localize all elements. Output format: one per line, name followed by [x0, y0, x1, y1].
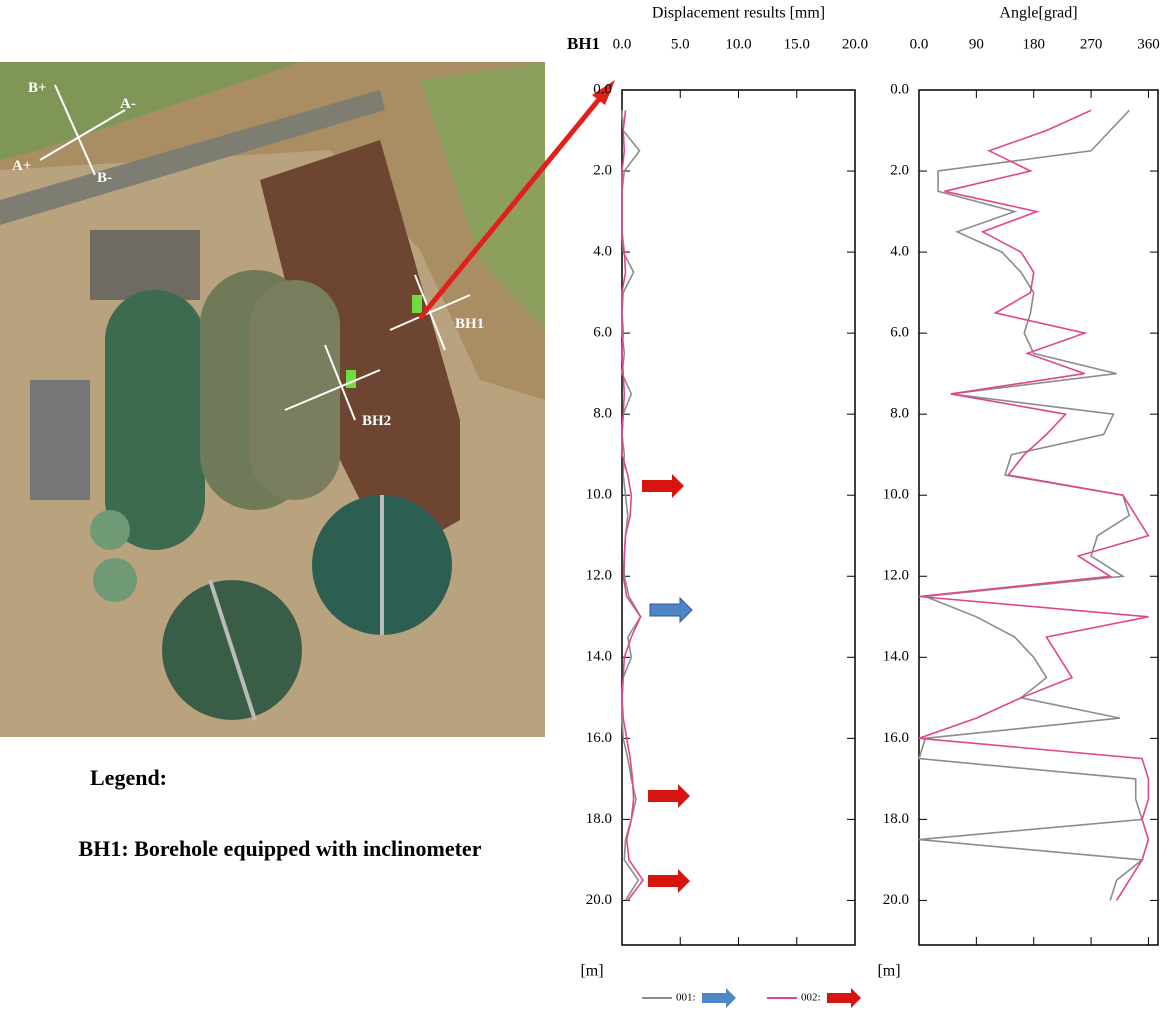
pointer-arrow	[418, 90, 607, 320]
borehole-label: BH1	[567, 34, 600, 53]
legend-arrow	[827, 988, 861, 1008]
x-tick-label: 270	[1080, 36, 1103, 52]
chart-title: Displacement results [mm]	[652, 5, 825, 22]
y-tick-label: 8.0	[890, 406, 909, 422]
y-tick-label: 6.0	[890, 325, 909, 341]
aerial-image	[0, 62, 545, 737]
plot-frame	[621, 89, 856, 946]
y-tick-label: 0.0	[890, 81, 909, 97]
map-label: B-	[97, 170, 112, 186]
depth-markers	[642, 474, 693, 893]
chart-title: Angle[grad]	[999, 5, 1077, 22]
map-label: A-	[120, 96, 136, 112]
legend-box: BH1: Borehole equipped with inclinometer	[78, 836, 482, 861]
x-tick-label: 5.0	[671, 36, 690, 52]
y-tick-label: 16.0	[883, 730, 909, 746]
x-tick-label: 10.0	[725, 36, 751, 52]
y-tick-label: 16.0	[586, 730, 612, 746]
y-axis-label: [m]	[580, 963, 603, 980]
x-tick-label: 15.0	[784, 36, 810, 52]
y-tick-label: 2.0	[890, 162, 909, 178]
legend-arrow	[702, 988, 736, 1008]
y-tick-label: 0.0	[593, 81, 612, 97]
y-tick-label: 8.0	[593, 406, 612, 422]
legend-label: 001:	[676, 992, 696, 1004]
series-line	[917, 109, 1145, 901]
legend-text: BH1: Borehole equipped with inclinometer	[78, 836, 482, 861]
x-tick-label: 90	[969, 36, 984, 52]
y-tick-label: 14.0	[586, 649, 612, 665]
y-tick-label: 10.0	[883, 487, 909, 503]
y-axis-label: [m]	[877, 963, 900, 980]
x-tick-label: 0.0	[613, 36, 632, 52]
x-tick-label: 180	[1022, 36, 1045, 52]
y-tick-label: 14.0	[883, 649, 909, 665]
legend-title: Legend:	[90, 765, 167, 790]
y-tick-label: 4.0	[593, 244, 612, 260]
y-tick-label: 12.0	[586, 568, 612, 584]
map-label: BH2	[362, 413, 391, 429]
y-tick-label: 12.0	[883, 568, 909, 584]
pointer-arrow-head	[592, 80, 615, 105]
y-tick-label: 10.0	[586, 487, 612, 503]
legend-label: 002:	[801, 992, 821, 1004]
y-tick-label: 6.0	[593, 325, 612, 341]
y-tick-label: 18.0	[586, 811, 612, 827]
y-tick-label: 4.0	[890, 244, 909, 260]
x-tick-label: 360	[1137, 36, 1160, 52]
x-tick-label: 0.0	[910, 36, 929, 52]
y-tick-label: 2.0	[593, 162, 612, 178]
y-tick-label: 20.0	[586, 892, 612, 908]
map-label: B+	[28, 80, 47, 96]
x-tick-label: 20.0	[842, 36, 868, 52]
y-tick-label: 18.0	[883, 811, 909, 827]
map-label: BH1	[455, 316, 484, 332]
series-line	[918, 109, 1150, 901]
map-label: A+	[12, 158, 31, 174]
plot-frame	[918, 89, 1159, 946]
y-tick-label: 20.0	[883, 892, 909, 908]
series-line	[621, 110, 644, 901]
